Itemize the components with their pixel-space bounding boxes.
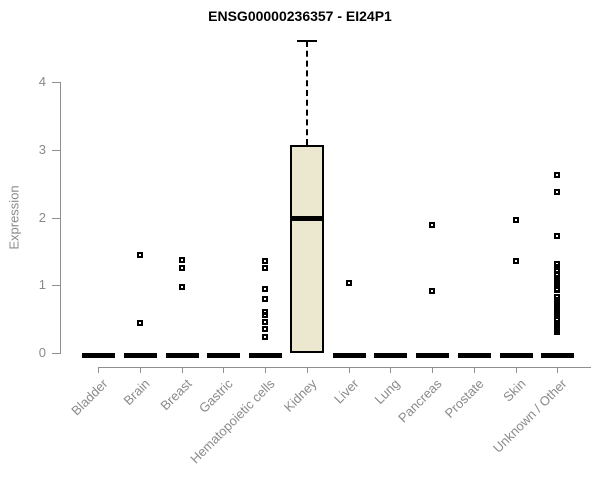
x-tick <box>265 367 267 373</box>
y-tick-label: 0 <box>38 345 46 360</box>
outlier-point <box>554 172 561 179</box>
y-tick <box>52 285 60 287</box>
boxplot-flat-bar <box>249 353 283 358</box>
chart-title: ENSG00000236357 - EI24P1 <box>208 8 392 24</box>
outlier-point <box>262 296 269 303</box>
x-tick <box>181 367 183 373</box>
x-tick <box>432 367 434 373</box>
outlier-point <box>345 279 352 286</box>
x-tick <box>348 367 350 373</box>
outlier-point <box>262 312 269 319</box>
outlier-point <box>137 319 144 326</box>
x-tick <box>223 367 225 373</box>
boxplot-flat-bar <box>82 353 116 358</box>
boxplot-flat-bar <box>541 353 575 358</box>
outlier-point <box>178 257 185 264</box>
y-tick <box>52 149 60 151</box>
outlier-point <box>554 316 561 323</box>
boxplot-flat-bar <box>374 353 408 358</box>
y-tick <box>52 353 60 354</box>
boxplot-flat-bar <box>332 353 366 358</box>
outlier-point <box>512 217 519 224</box>
outlier-point <box>512 257 519 264</box>
boxplot-flat-bar <box>165 353 199 358</box>
y-tick-label: 1 <box>38 277 46 293</box>
outlier-point <box>554 328 561 335</box>
x-tick <box>473 367 475 373</box>
boxplot-whisker-cap <box>296 40 317 43</box>
x-tick <box>557 367 559 373</box>
outlier-point <box>429 288 436 295</box>
y-tick <box>52 82 60 83</box>
outlier-point <box>262 257 269 264</box>
y-tick-label: 3 <box>38 141 46 157</box>
y-tick-label: 4 <box>38 74 46 89</box>
boxplot-flat-bar <box>499 353 533 358</box>
boxplot-whisker <box>305 41 308 145</box>
outlier-point <box>554 286 561 293</box>
boxplot-box <box>289 145 324 353</box>
boxplot-flat-bar <box>457 353 491 358</box>
boxplot-flat-bar <box>416 353 450 358</box>
outlier-point <box>262 325 269 332</box>
x-axis-line <box>98 367 592 368</box>
outlier-point <box>137 252 144 259</box>
outlier-point <box>554 232 561 239</box>
outlier-point <box>262 318 269 325</box>
boxplot-flat-bar <box>207 353 241 358</box>
x-tick <box>515 367 517 373</box>
outlier-point <box>178 284 185 291</box>
outlier-point <box>262 333 269 340</box>
boxplot-flat-bar <box>124 353 158 358</box>
y-tick-label: 2 <box>38 209 46 225</box>
outlier-point <box>178 264 185 271</box>
outlier-point <box>554 189 561 196</box>
x-tick <box>140 367 142 373</box>
y-axis-line <box>60 82 61 354</box>
x-tick <box>306 367 308 373</box>
outlier-point <box>262 265 269 272</box>
x-tick <box>98 367 100 373</box>
y-tick <box>52 217 60 219</box>
outlier-point <box>262 286 269 293</box>
x-tick <box>390 367 392 373</box>
boxplot-median <box>289 215 324 221</box>
outlier-point <box>429 221 436 228</box>
outlier-point <box>554 266 561 273</box>
